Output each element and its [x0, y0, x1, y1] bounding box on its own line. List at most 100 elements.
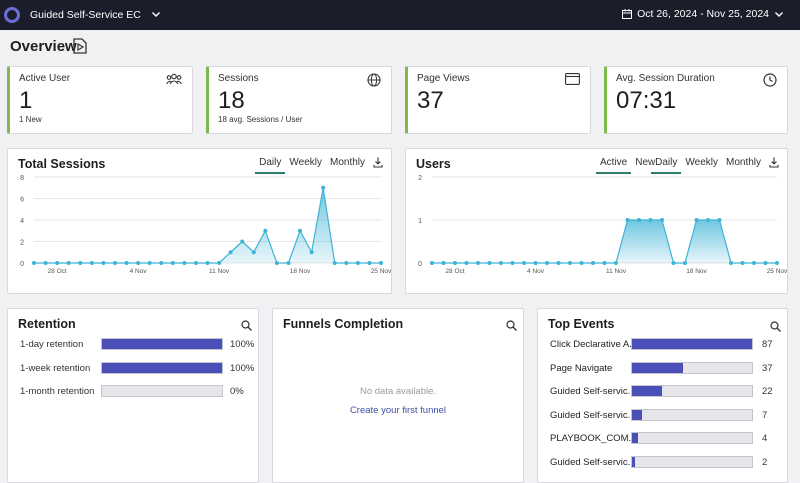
panel-title: Funnels Completion — [283, 317, 404, 331]
y-tick-label: 8 — [20, 175, 24, 182]
tab-monthly[interactable]: Monthly — [329, 157, 365, 168]
search-icon[interactable] — [241, 320, 252, 331]
retention-value: 0% — [230, 386, 244, 397]
kpi-label: Avg. Session Duration — [616, 73, 715, 84]
retention-label: 1-day retention — [20, 339, 84, 350]
retention-value: 100% — [230, 339, 255, 350]
data-point — [228, 250, 233, 255]
event-label[interactable]: Page Navigate — [550, 363, 613, 374]
y-tick-label: 0 — [20, 261, 24, 268]
tab-weekly[interactable]: Weekly — [685, 157, 718, 168]
data-point — [591, 261, 595, 265]
data-point — [286, 261, 291, 265]
top-bar: Guided Self-Service EC Oct 26, 2024 - No… — [0, 0, 800, 30]
kpi-value: 07:31 — [616, 87, 677, 114]
event-count: 22 — [762, 386, 773, 397]
event-count: 4 — [762, 433, 768, 444]
y-tick-label: 2 — [20, 240, 24, 247]
event-label[interactable]: Guided Self-servic... — [550, 386, 636, 397]
data-point — [159, 261, 164, 265]
users-icon — [166, 73, 182, 85]
event-bar-fill — [632, 386, 663, 396]
data-point — [637, 218, 641, 222]
chevron-down-icon[interactable] — [151, 9, 161, 19]
x-tick-label: 28 Oct — [445, 268, 464, 275]
tab-monthly[interactable]: Monthly — [725, 157, 761, 168]
kpi-card-avg-session-duration: Avg. Session Duration 07:31 — [604, 66, 788, 134]
data-point — [170, 261, 175, 265]
data-point — [112, 261, 117, 265]
y-tick-label: 1 — [418, 218, 422, 225]
kpi-card-page-views: Page Views 37 — [405, 66, 591, 134]
app-selector-label[interactable]: Guided Self-Service EC — [30, 9, 141, 21]
users-chart: 0 1 2 28 Oct 4 Nov 11 Nov 18 Nov 25 Nov — [418, 175, 788, 275]
data-point — [89, 261, 94, 265]
empty-state-text: No data available. — [359, 386, 437, 397]
search-icon[interactable] — [770, 321, 781, 332]
event-bar-fill — [632, 339, 752, 349]
data-point — [136, 261, 141, 265]
event-count: 37 — [762, 363, 773, 374]
data-point — [660, 218, 664, 222]
data-point — [321, 185, 326, 190]
x-tick-label: 4 Nov — [527, 268, 545, 275]
x-tick-label: 18 Nov — [290, 268, 311, 275]
data-point — [251, 250, 256, 255]
x-tick-label: 18 Nov — [686, 268, 707, 275]
video-doc-icon[interactable] — [73, 38, 87, 54]
data-point — [309, 250, 314, 255]
kpi-value: 18 — [218, 87, 245, 114]
page-title: Overview — [10, 38, 77, 55]
kpi-sub: 1 New — [19, 115, 42, 124]
data-point — [717, 218, 722, 222]
data-point — [556, 261, 561, 265]
event-bar-fill — [632, 410, 642, 420]
event-label[interactable]: Click Declarative A... — [550, 339, 638, 350]
retention-bar — [101, 385, 223, 397]
event-label[interactable]: PLAYBOOK_COM... — [550, 433, 637, 444]
data-point — [263, 228, 268, 233]
data-point — [274, 261, 279, 265]
create-funnel-link[interactable]: Create your first funnel — [349, 405, 447, 416]
search-icon[interactable] — [506, 320, 517, 331]
x-tick-label: 28 Oct — [48, 268, 67, 275]
download-icon[interactable] — [373, 157, 383, 168]
chevron-down-icon — [775, 12, 783, 17]
y-tick-label: 6 — [20, 197, 24, 204]
data-point — [579, 261, 584, 265]
total-sessions-chart: 0 2 4 6 8 28 Oct 4 Nov 11 Nov 18 Nov 25 Nov — [20, 175, 392, 275]
event-count: 7 — [762, 410, 768, 421]
data-point — [648, 218, 653, 222]
data-point — [379, 261, 383, 265]
event-count: 2 — [762, 457, 768, 468]
total-sessions-panel: Total Sessions Daily Weekly Monthly 0 2 4 6… — [7, 148, 392, 294]
data-point — [625, 218, 630, 222]
data-point — [66, 261, 71, 265]
top-events-panel: Top Events Click Declarative A... 87 Pag… — [537, 308, 788, 483]
event-label[interactable]: Guided Self-servic... — [550, 457, 636, 468]
retention-bar-fill — [102, 363, 222, 373]
panel-title: Users — [416, 157, 451, 171]
data-point — [182, 261, 187, 265]
tab-weekly[interactable]: Weekly — [289, 157, 322, 168]
retention-label: 1-week retention — [20, 363, 91, 374]
clock-icon — [763, 73, 777, 87]
tab-daily[interactable]: Daily — [255, 157, 286, 174]
retention-bar — [101, 362, 223, 374]
kpi-label: Sessions — [218, 73, 259, 84]
tab-daily[interactable]: Daily — [651, 157, 682, 174]
data-point — [193, 261, 198, 265]
filter-new[interactable]: New — [635, 157, 656, 168]
app-logo-icon[interactable] — [4, 7, 20, 23]
filter-active[interactable]: Active — [596, 157, 632, 174]
download-icon[interactable] — [769, 157, 779, 168]
data-point — [101, 261, 106, 265]
calendar-icon — [622, 9, 633, 19]
date-range-picker[interactable]: Oct 26, 2024 - Nov 25, 2024 — [622, 8, 784, 20]
x-tick-label: 11 Nov — [209, 268, 230, 275]
funnels-panel: Funnels Completion No data available. Cr… — [272, 308, 524, 483]
data-point — [43, 261, 48, 265]
kpi-card-sessions: Sessions 18 18 avg. Sessions / User — [206, 66, 392, 134]
event-label[interactable]: Guided Self-servic... — [550, 410, 636, 421]
x-tick-label: 25 Nov — [371, 268, 392, 275]
